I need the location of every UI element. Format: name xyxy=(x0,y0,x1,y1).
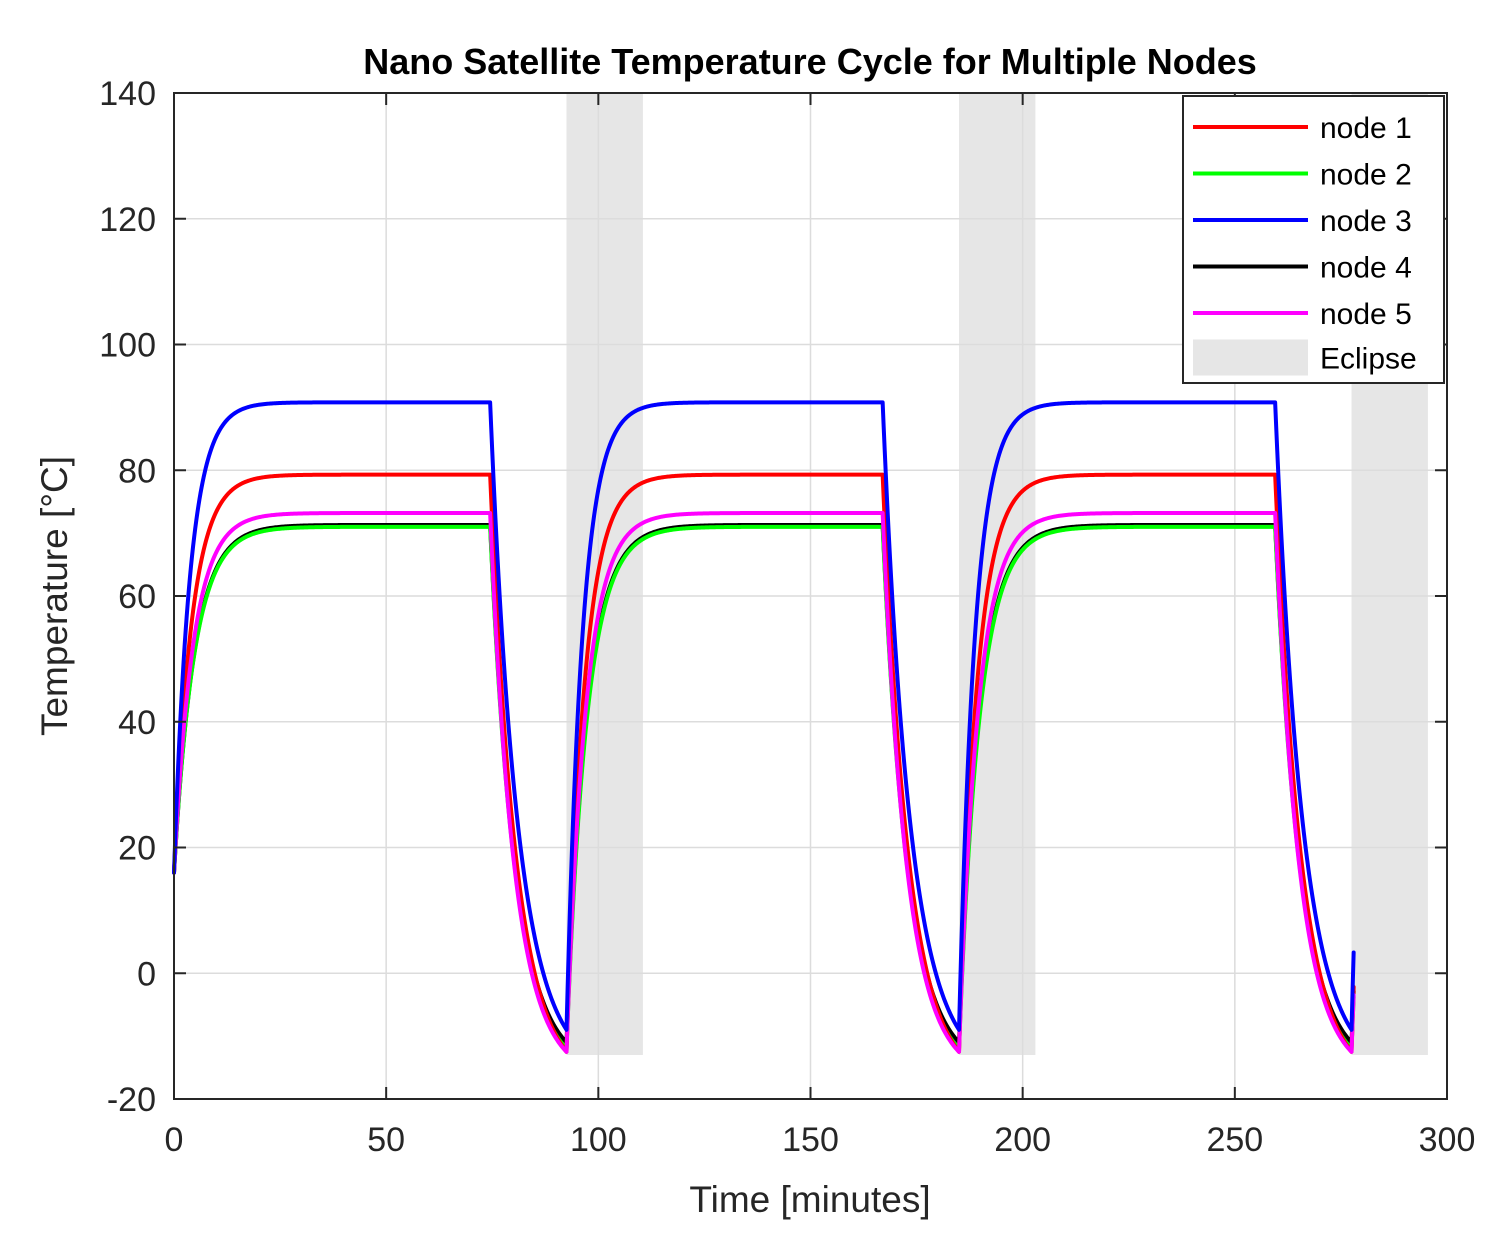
y-tick-label: 60 xyxy=(118,578,156,616)
legend: node 1 node 2 node 3 node 4 node 5 Eclipse xyxy=(1182,95,1445,384)
y-tick-label: 40 xyxy=(118,704,156,742)
legend-label: node 3 xyxy=(1320,205,1412,238)
y-axis-label: Temperature [°C] xyxy=(34,456,75,736)
legend-label: node 4 xyxy=(1320,252,1412,285)
y-tick-label: 80 xyxy=(118,452,156,490)
y-tick-labels: -20 0 20 40 60 80 100 120 140 xyxy=(99,75,156,1119)
y-tick-label: -20 xyxy=(107,1081,156,1119)
series-lines xyxy=(172,400,1356,1054)
eclipse-region-2 xyxy=(959,93,1036,1055)
y-tick-label: 100 xyxy=(99,327,156,365)
legend-label: node 2 xyxy=(1320,159,1412,192)
legend-label: Eclipse xyxy=(1320,343,1417,376)
x-tick-label: 50 xyxy=(367,1121,405,1159)
series-line-node-3 xyxy=(172,400,1356,1032)
y-tick-label: 0 xyxy=(137,955,156,993)
legend-swatch-eclipse xyxy=(1193,339,1308,376)
x-axis-label: Time [minutes] xyxy=(689,1179,930,1220)
chart-title: Nano Satellite Temperature Cycle for Mul… xyxy=(363,41,1257,82)
series-line-node-5 xyxy=(172,511,1356,1054)
x-tick-label: 150 xyxy=(782,1121,839,1159)
eclipse-region-1 xyxy=(566,93,643,1055)
x-tick-labels: 0 50 100 150 200 250 300 xyxy=(165,1121,1476,1159)
y-tick-label: 140 xyxy=(99,75,156,113)
legend-label: node 1 xyxy=(1320,112,1412,145)
series-line-node-2 xyxy=(172,524,1356,1051)
x-tick-label: 200 xyxy=(994,1121,1051,1159)
y-tick-label: 120 xyxy=(99,201,156,239)
x-tick-label: 300 xyxy=(1419,1121,1476,1159)
legend-entries: node 1 node 2 node 3 node 4 node 5 Eclipse xyxy=(1193,112,1417,376)
x-tick-label: 100 xyxy=(570,1121,627,1159)
x-tick-label: 250 xyxy=(1206,1121,1263,1159)
y-tick-label: 20 xyxy=(118,830,156,868)
legend-box xyxy=(1182,95,1445,384)
x-tick-label: 0 xyxy=(165,1121,184,1159)
series-line-node-1 xyxy=(172,472,1356,1054)
legend-label: node 5 xyxy=(1320,298,1412,331)
